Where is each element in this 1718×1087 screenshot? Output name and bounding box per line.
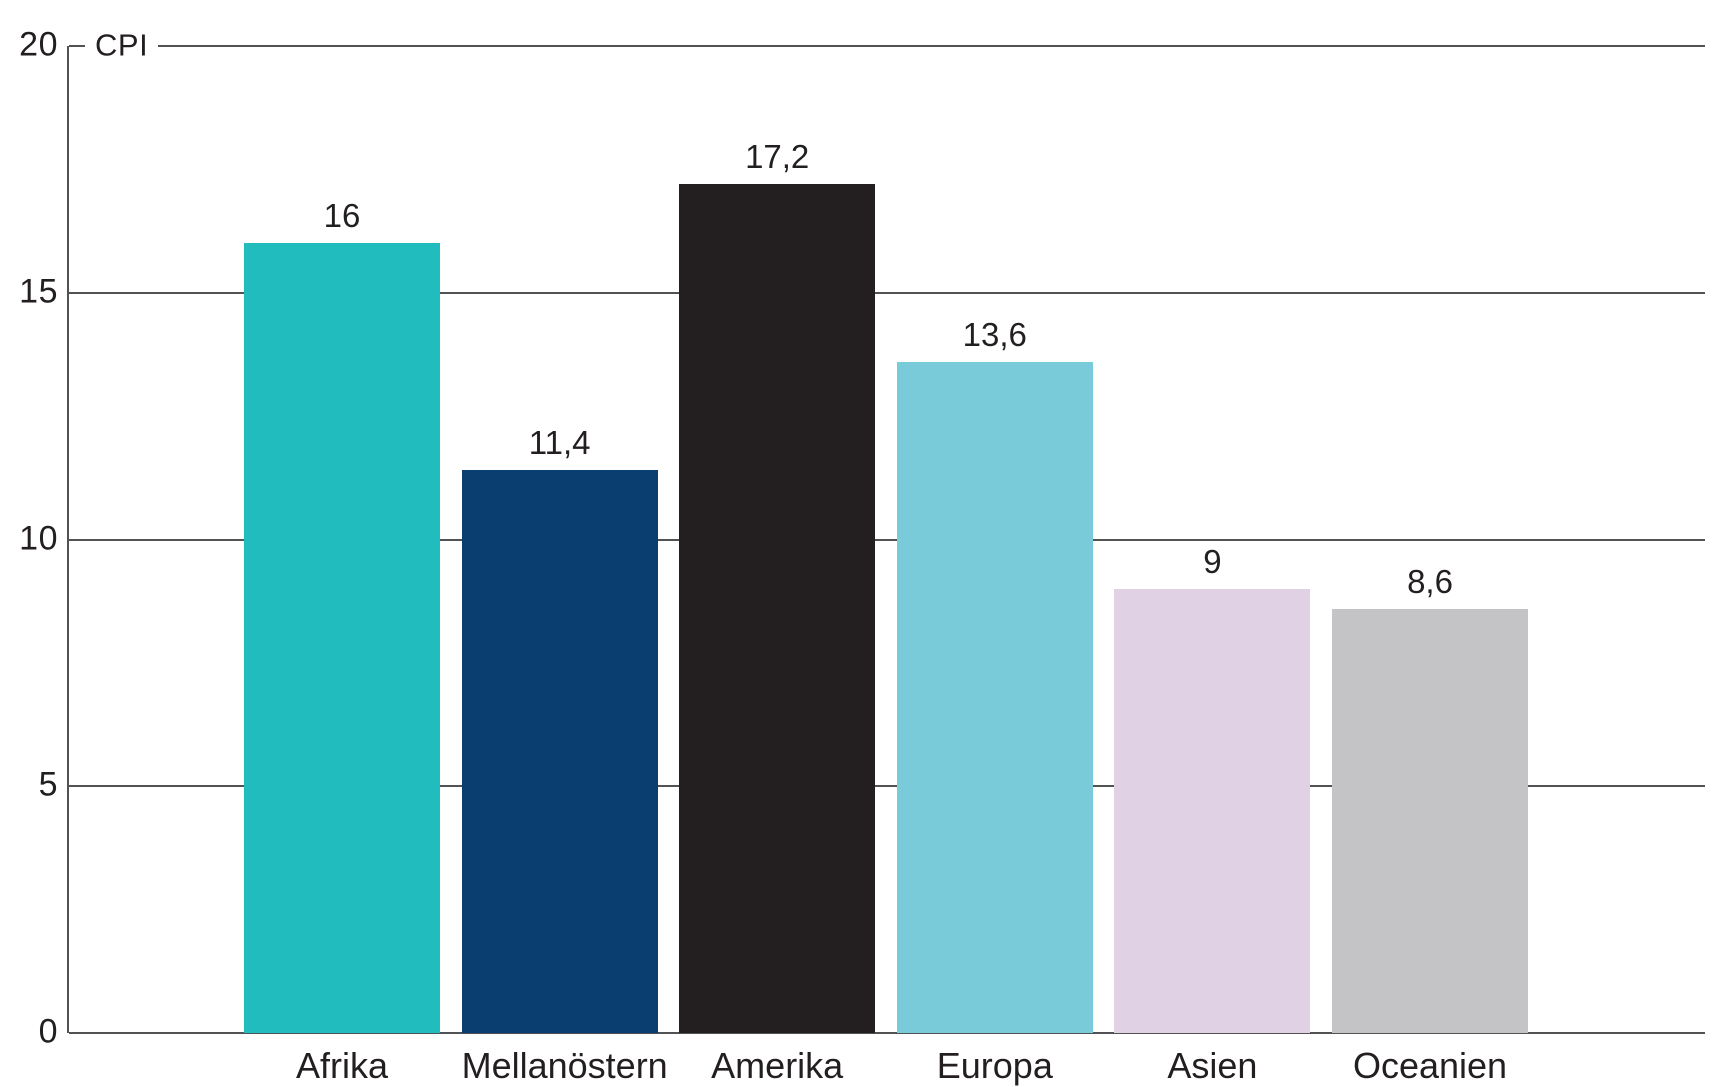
bar-asien xyxy=(1114,588,1311,1033)
y-tick-label: 20 xyxy=(19,25,58,64)
gridline xyxy=(69,538,1705,541)
bar-value-label: 16 xyxy=(323,197,361,235)
bar-value-label: 8,6 xyxy=(1407,562,1453,600)
y-axis-labels: 0 5 10 15 20 xyxy=(0,0,58,1087)
bar-column: 13,6 Europa xyxy=(896,46,1093,1086)
y-tick-label: 10 xyxy=(19,519,58,558)
bar-oceanien xyxy=(1332,608,1528,1033)
bar-column: 8,6 Oceanien xyxy=(1332,46,1528,1086)
y-tick-label: 15 xyxy=(19,272,58,311)
y-tick-label: 5 xyxy=(38,765,58,804)
category-label: Mellanöstern xyxy=(461,1045,668,1086)
bar-europa xyxy=(896,361,1093,1033)
bar-column: 11,4 Mellanöstern xyxy=(461,46,668,1086)
bar-column: 16 Afrika xyxy=(244,46,440,1086)
bar-value-label: 11,4 xyxy=(528,424,591,462)
category-label: Oceanien xyxy=(1352,1045,1508,1086)
bar-value-label: 17,2 xyxy=(745,138,810,176)
gridline xyxy=(69,291,1705,294)
category-label: Afrika xyxy=(295,1045,389,1086)
y-axis-title: CPI xyxy=(85,27,159,64)
gridline xyxy=(69,785,1705,788)
bar-afrika xyxy=(244,243,440,1033)
bar-column: 17,2 Amerika xyxy=(679,46,876,1086)
bar-mellanstern xyxy=(461,470,658,1033)
y-tick-label: 0 xyxy=(38,1012,58,1051)
bar-value-label: 13,6 xyxy=(962,315,1027,353)
plot-area: CPI 16 Afrika 11,4 Mellanöstern 17,2 Amerika 1… xyxy=(67,27,1705,1086)
category-label: Asien xyxy=(1167,1045,1258,1086)
gridline xyxy=(69,1032,1705,1034)
category-label: Europa xyxy=(936,1045,1053,1086)
bar-value-label: 9 xyxy=(1203,542,1222,580)
bar-amerika xyxy=(679,184,876,1033)
category-label: Amerika xyxy=(711,1045,844,1086)
bar-column: 9 Asien xyxy=(1114,46,1311,1086)
gridline xyxy=(69,45,1705,47)
